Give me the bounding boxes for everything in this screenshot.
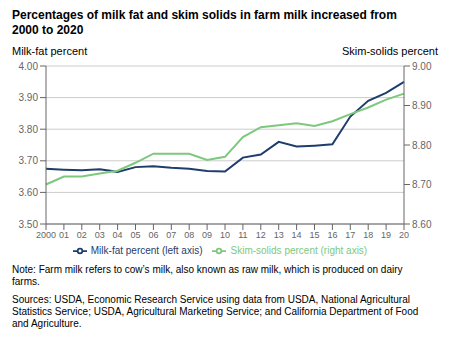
svg-text:09: 09 (202, 230, 212, 240)
svg-text:04: 04 (113, 230, 123, 240)
svg-text:05: 05 (130, 230, 140, 240)
svg-text:2000: 2000 (36, 230, 56, 240)
svg-text:20: 20 (399, 230, 409, 240)
svg-text:08: 08 (184, 230, 194, 240)
svg-text:11: 11 (238, 230, 247, 240)
svg-text:18: 18 (363, 230, 373, 240)
svg-text:8.80: 8.80 (412, 140, 432, 151)
svg-text:01: 01 (59, 230, 69, 240)
html-text:Note: Farm milk refers to cow’: Note: Farm milk refers to cow’s milk, al… (12, 264, 403, 287)
svg-text:17: 17 (345, 230, 355, 240)
html-text:Skim-solids percent: Skim-solids percent (342, 45, 438, 57)
svg-text:8.70: 8.70 (412, 179, 432, 190)
html-text:Milk-fat percent (left axis): Milk-fat percent (left axis) (90, 244, 203, 256)
svg-text:3.50: 3.50 (19, 219, 39, 230)
svg-text:14: 14 (292, 230, 302, 240)
svg-text:9.00: 9.00 (412, 61, 432, 72)
svg-text:19: 19 (381, 230, 391, 240)
html-text:Sources: USDA, Economic Resear: Sources: USDA, Economic Research Service… (12, 294, 419, 329)
html-text:Percentages of milk fat and sk: Percentages of milk fat and skim solids … (12, 8, 397, 37)
svg-text:07: 07 (166, 230, 176, 240)
svg-text:16: 16 (327, 230, 337, 240)
svg-text:12: 12 (256, 230, 266, 240)
svg-text:15: 15 (309, 230, 319, 240)
svg-text:3.60: 3.60 (19, 187, 39, 198)
html-text:Skim-solids percent (right axi: Skim-solids percent (right axis) (230, 244, 368, 256)
svg-text:13: 13 (274, 230, 284, 240)
svg-text:8.60: 8.60 (412, 219, 432, 230)
svg-text:3.80: 3.80 (19, 124, 39, 135)
svg-text:8.90: 8.90 (412, 100, 432, 111)
svg-text:10: 10 (220, 230, 230, 240)
svg-text:3.90: 3.90 (19, 92, 39, 103)
svg-text:02: 02 (77, 230, 87, 240)
svg-text:3.70: 3.70 (19, 155, 39, 166)
svg-text:03: 03 (95, 230, 105, 240)
html-text:Milk-fat percent: Milk-fat percent (12, 45, 88, 57)
svg-text:4.00: 4.00 (19, 61, 39, 72)
svg-text:06: 06 (148, 230, 158, 240)
